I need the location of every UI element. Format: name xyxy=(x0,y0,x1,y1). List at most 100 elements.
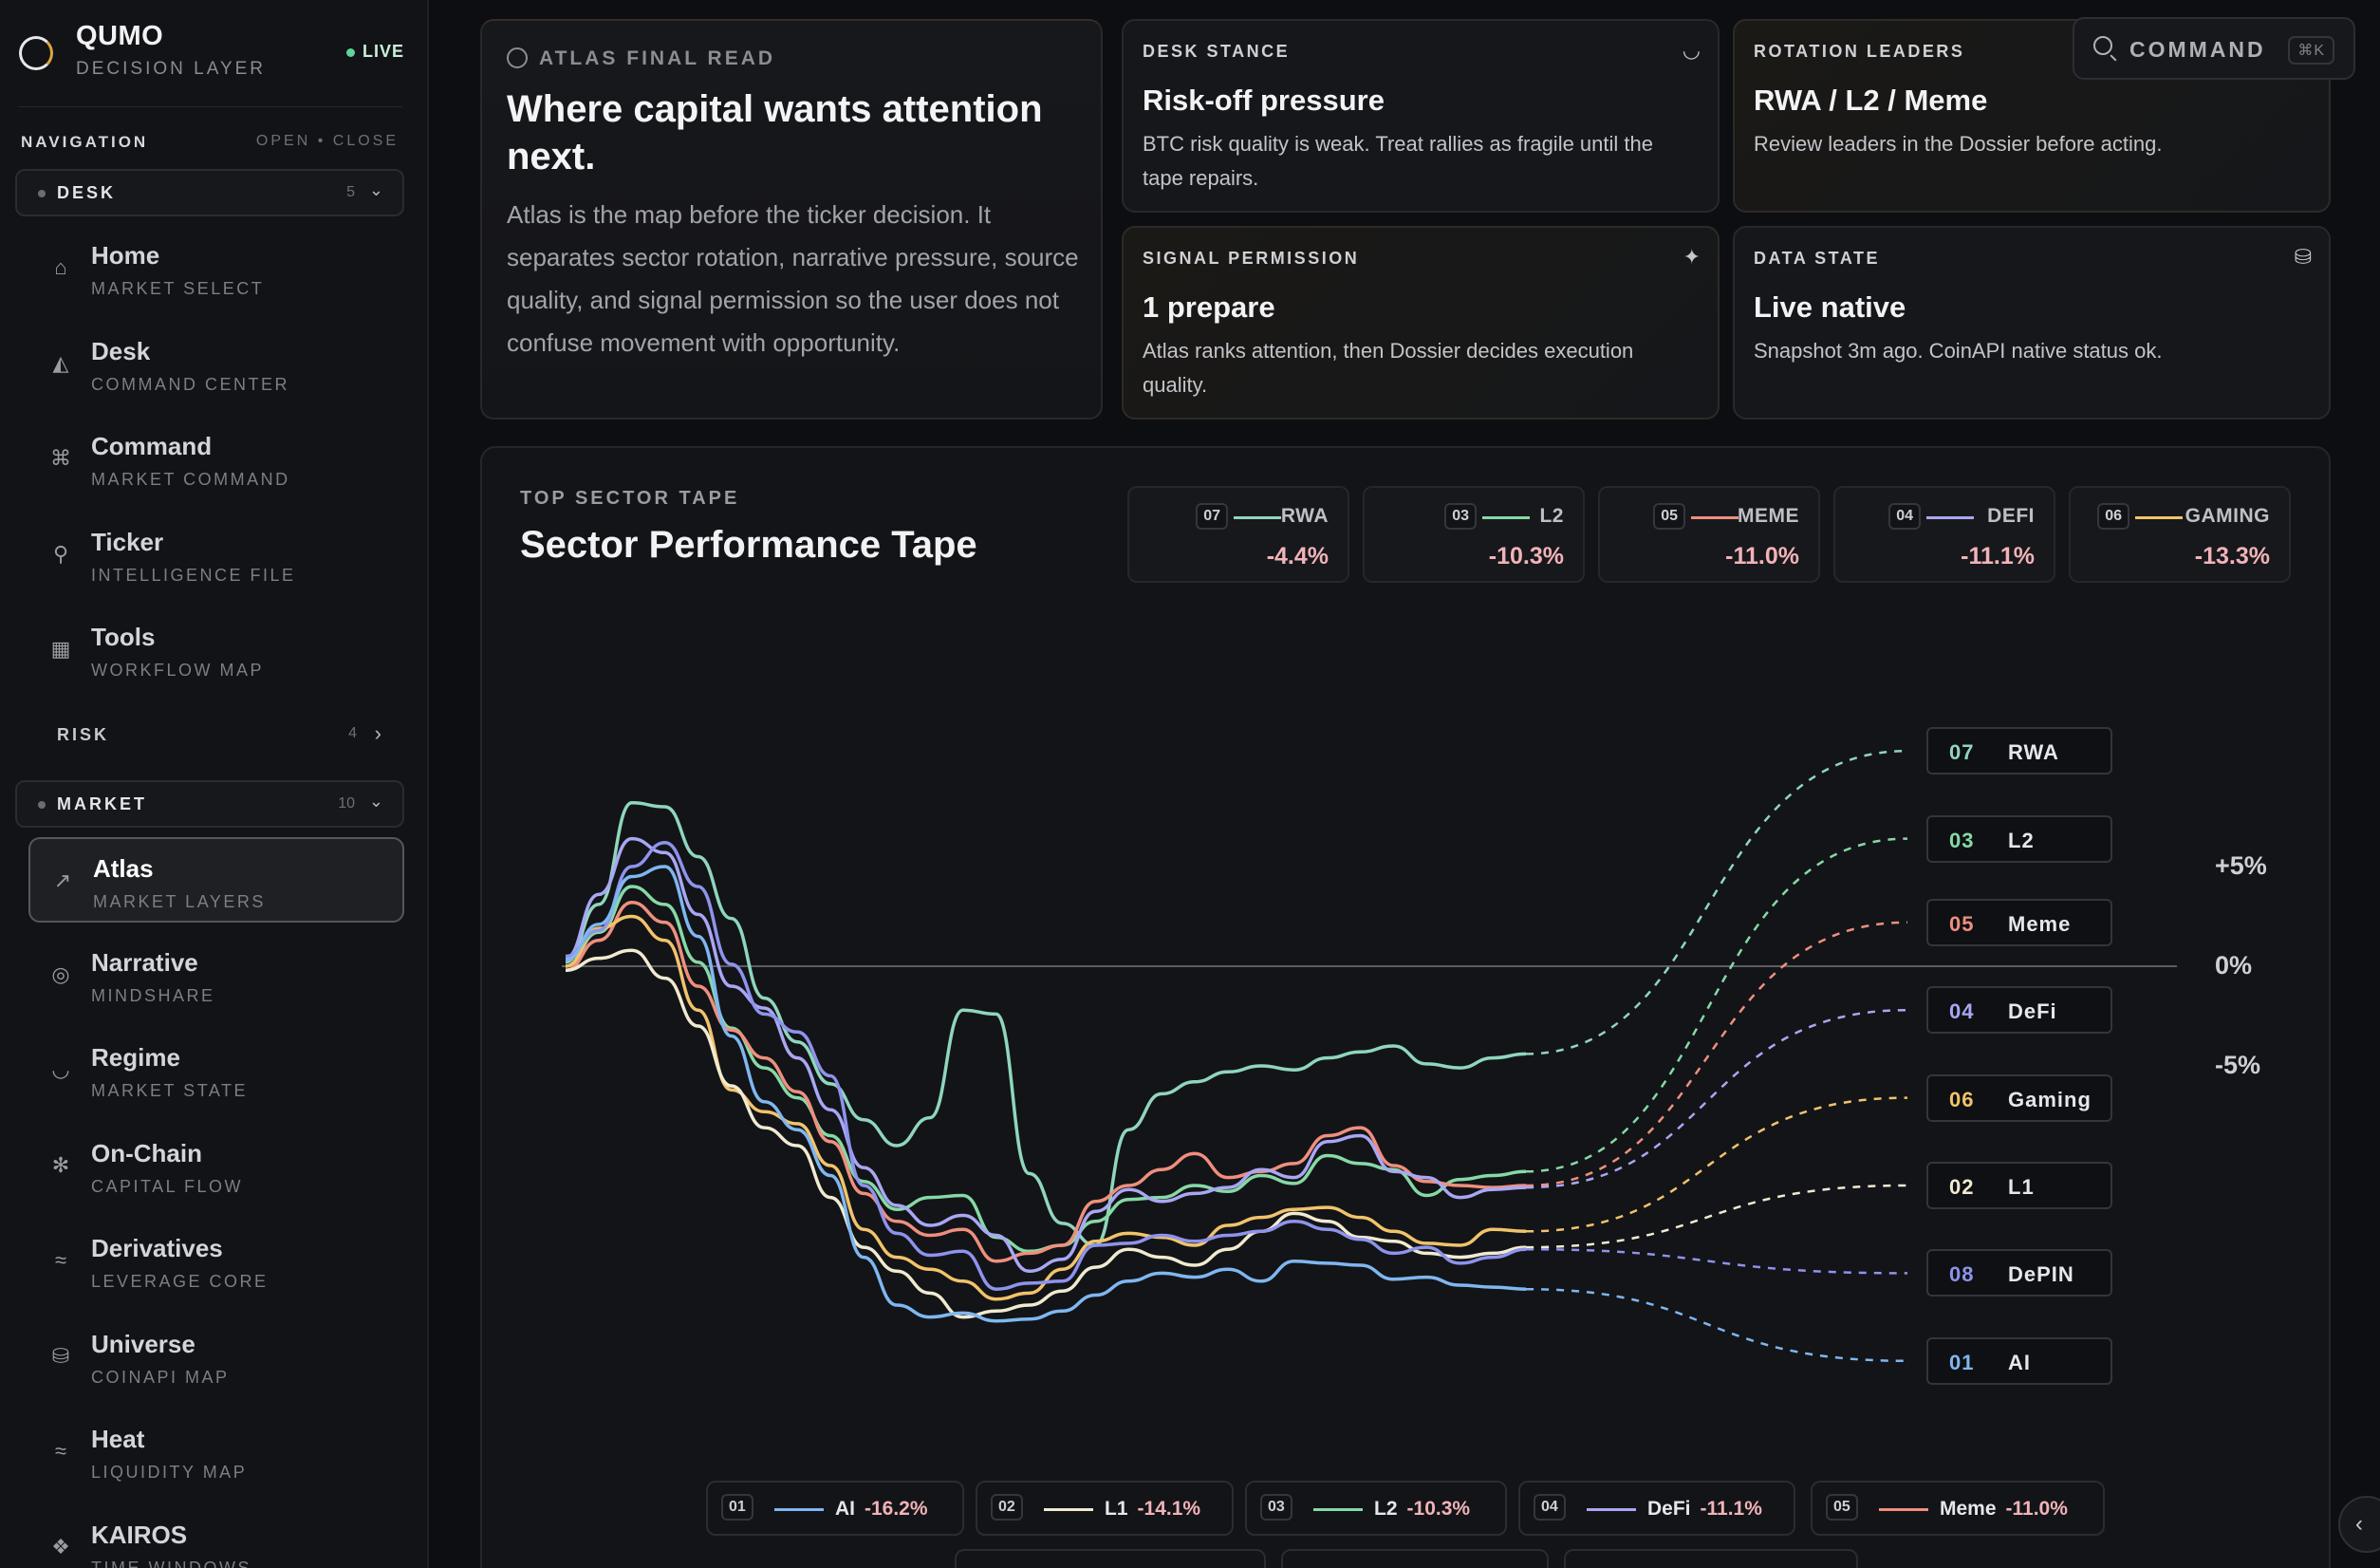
sidebar-item-sublabel: COINAPI MAP xyxy=(91,1367,230,1387)
chevron-down-icon: ⌄ xyxy=(368,180,383,199)
chevron-right-icon: › xyxy=(374,721,381,745)
sidebar-item-sublabel: CAPITAL FLOW xyxy=(91,1176,244,1196)
live-status: LIVE xyxy=(345,42,404,62)
end-label-depin[interactable]: 08 DePIN xyxy=(1926,1249,2112,1297)
database-icon: ⛁ xyxy=(51,1343,70,1368)
sidebar-item-command[interactable]: ⌘ Command MARKET COMMAND xyxy=(28,417,404,502)
projection-line-depin xyxy=(1525,1247,1908,1275)
projection-line-defi xyxy=(1525,1008,1908,1189)
sidebar-item-label: Tools xyxy=(91,623,156,651)
legend-pill-l1[interactable]: 02 L1 -14.1% xyxy=(976,1481,1234,1536)
brand[interactable]: QUMO DECISION LAYER LIVE xyxy=(19,19,408,85)
waves-icon: ≈ xyxy=(54,1248,67,1272)
leader-stat-l2[interactable]: 03 L2 -10.3% xyxy=(1363,486,1585,583)
end-label-gaming[interactable]: 06 Gaming xyxy=(1926,1073,2112,1122)
desk-stance-text: BTC risk quality is weak. Treat rallies … xyxy=(1143,132,1653,190)
desk-stance-card[interactable]: DESK STANCE ◡ Risk-off pressure BTC risk… xyxy=(1122,19,1720,213)
leader-value: -11.0% xyxy=(1725,543,1799,569)
sidebar-item-sublabel: MARKET COMMAND xyxy=(91,470,290,489)
search-icon xyxy=(2093,36,2112,55)
legend-name: Meme xyxy=(1940,1498,1997,1520)
legend-pill-partial[interactable] xyxy=(955,1549,1266,1568)
y-tick-label: -5% xyxy=(2215,1051,2261,1079)
inbox-icon: ◭ xyxy=(52,350,69,375)
home-icon: ⌂ xyxy=(54,255,67,279)
sidebar-item-sublabel: MINDSHARE xyxy=(91,985,215,1005)
sidebar-item-desk[interactable]: ◭ Desk COMMAND CENTER xyxy=(28,322,404,407)
series-swatch xyxy=(2135,516,2183,519)
projection-line-l2 xyxy=(1525,837,1908,1173)
command-button[interactable]: COMMAND ⌘K xyxy=(2073,17,2355,80)
end-label-rwa[interactable]: 07 RWA xyxy=(1926,727,2112,775)
leader-stat-gaming[interactable]: 06 GAMING -13.3% xyxy=(2069,486,2291,583)
series-line-l1 xyxy=(565,948,1527,1319)
end-label-l1[interactable]: 02 L1 xyxy=(1926,1162,2112,1209)
legend-pill-partial[interactable] xyxy=(1281,1549,1549,1568)
group-desk[interactable]: DESK 5 ⌄ xyxy=(15,169,404,216)
series-swatch xyxy=(1691,516,1739,519)
sidebar-item-regime[interactable]: ◡ Regime MARKET STATE xyxy=(28,1028,404,1113)
sidebar-item-atlas[interactable]: ↗ Atlas MARKET LAYERS xyxy=(28,837,404,923)
legend-rank-badge: 05 xyxy=(1826,1494,1858,1521)
sidebar-item-label: Ticker xyxy=(91,527,164,556)
sidebar-item-narrative[interactable]: ◎ Narrative MINDSHARE xyxy=(28,933,404,1018)
grid-icon: ▦ xyxy=(50,637,71,661)
group-desk-count: 5 xyxy=(346,184,355,200)
leader-name: MEME xyxy=(1738,505,1799,527)
signal-permission-card[interactable]: SIGNAL PERMISSION ✦ 1 prepare Atlas rank… xyxy=(1122,226,1720,420)
end-label-l2[interactable]: 03 L2 xyxy=(1926,814,2112,863)
group-risk[interactable]: RISK 4 › xyxy=(57,718,404,756)
leader-stat-meme[interactable]: 05 MEME -11.0% xyxy=(1598,486,1820,583)
command-icon: ⌘ xyxy=(50,446,71,470)
legend-text: L1 -14.1% xyxy=(1105,1498,1200,1521)
rotation-leaders-text: Review leaders in the Dossier before act… xyxy=(1754,132,2163,156)
sidebar-item-label: KAIROS xyxy=(91,1520,188,1549)
legend-pill-meme[interactable]: 05 Meme -11.0% xyxy=(1811,1481,2105,1536)
sidebar-item-heat[interactable]: ≈ Heat LIQUIDITY MAP xyxy=(28,1409,404,1495)
open-close-toggle[interactable]: OPEN • CLOSE xyxy=(255,133,399,149)
series-line-defi xyxy=(565,836,1527,1274)
legend-swatch xyxy=(1044,1508,1093,1511)
group-market[interactable]: MARKET 10 ⌄ xyxy=(15,780,404,828)
sidebar-item-on-chain[interactable]: ✻ On-Chain CAPITAL FLOW xyxy=(28,1124,404,1209)
leader-stat-rwa[interactable]: 07 RWA -4.4% xyxy=(1127,486,1349,583)
collapse-panel-button[interactable]: ‹ xyxy=(2338,1496,2380,1553)
leader-stat-defi[interactable]: 04 DEFI -11.1% xyxy=(1833,486,2055,583)
series-swatch xyxy=(1926,516,1974,519)
projection-line-ai xyxy=(1525,1287,1908,1363)
sidebar-item-kairos[interactable]: ❖ KAIROS TIME WINDOWS xyxy=(28,1505,404,1568)
end-label-meme[interactable]: 05 Meme xyxy=(1926,898,2112,946)
rank-badge: 07 xyxy=(1196,503,1228,530)
waves-icon: ≈ xyxy=(54,1439,67,1463)
gauge-icon: ◡ xyxy=(1682,38,1701,62)
end-label-ai[interactable]: 01 AI xyxy=(1926,1336,2112,1385)
signal-permission-text: Atlas ranks attention, then Dossier deci… xyxy=(1143,339,1634,397)
legend-pill-l2[interactable]: 03 L2 -10.3% xyxy=(1245,1481,1507,1536)
sidebar-item-derivatives[interactable]: ≈ Derivatives LEVERAGE CORE xyxy=(28,1219,404,1304)
end-label-rank: 08 xyxy=(1949,1262,1975,1287)
sidebar-item-universe[interactable]: ⛁ Universe COINAPI MAP xyxy=(28,1315,404,1400)
sidebar-item-home[interactable]: ⌂ Home MARKET SELECT xyxy=(28,226,404,311)
data-state-title: Live native xyxy=(1754,290,1906,324)
sidebar-item-label: Command xyxy=(91,432,213,460)
legend-swatch xyxy=(1313,1508,1363,1511)
sector-tape-panel: TOP SECTOR TAPE Sector Performance Tape … xyxy=(480,446,2331,1568)
data-state-card[interactable]: DATA STATE ⛁ Live native Snapshot 3m ago… xyxy=(1733,226,2331,420)
leader-value: -4.4% xyxy=(1266,543,1329,569)
legend-name: L2 xyxy=(1374,1498,1398,1520)
sparkles-icon: ✦ xyxy=(1683,245,1701,269)
legend-pill-partial[interactable] xyxy=(1564,1549,1858,1568)
legend-pill-ai[interactable]: 01 AI -16.2% xyxy=(706,1481,964,1536)
end-label-rank: 01 xyxy=(1949,1350,1975,1374)
sidebar-item-label: Home xyxy=(91,241,160,270)
end-label-rank: 06 xyxy=(1949,1087,1975,1111)
end-label-rank: 07 xyxy=(1949,740,1975,765)
sidebar-item-label: Derivatives xyxy=(91,1234,223,1262)
legend-text: Meme -11.0% xyxy=(1940,1498,2068,1521)
command-label: COMMAND xyxy=(2129,37,2266,62)
sidebar-item-tools[interactable]: ▦ Tools WORKFLOW MAP xyxy=(28,607,404,693)
sidebar-item-ticker[interactable]: ⚲ Ticker INTELLIGENCE FILE xyxy=(28,513,404,598)
legend-pill-defi[interactable]: 04 DeFi -11.1% xyxy=(1518,1481,1795,1536)
end-label-defi[interactable]: 04 DeFi xyxy=(1926,986,2112,1035)
projection-line-l1 xyxy=(1525,1184,1908,1249)
